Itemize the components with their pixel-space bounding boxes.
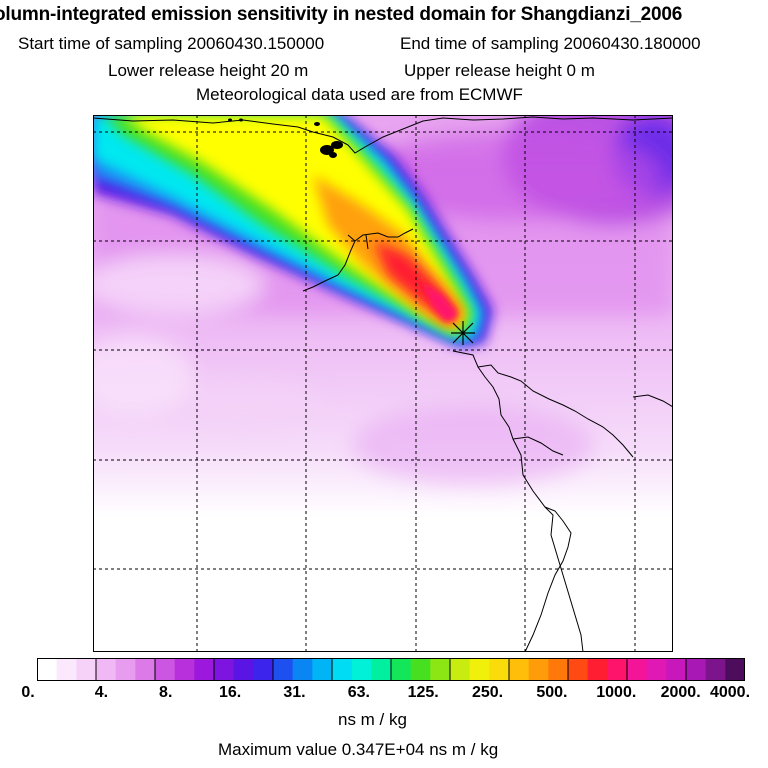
colorbar-cell [312, 658, 333, 681]
maximum-value-label: Maximum value 0.347E+04 ns m / kg [218, 740, 499, 759]
colorbar-cell [76, 658, 97, 681]
map-frame [93, 115, 673, 652]
colorbar-cell [646, 658, 667, 681]
colorbar-cell [115, 658, 136, 681]
receptor-marker [451, 321, 475, 345]
colorbar-cell [194, 658, 215, 681]
colorbar-cell [233, 658, 254, 681]
colorbar-cell [666, 658, 687, 681]
colorbar-cell [686, 658, 707, 681]
colorbar-tick-label: 250. [471, 684, 504, 701]
colorbar-tick-label: 125. [407, 684, 439, 701]
colorbar-tick-label: 16. [218, 684, 242, 701]
colorbar-tick-label: 8. [159, 684, 173, 701]
end-time-label: End time of sampling 20060430.180000 [400, 34, 701, 53]
colorbar [37, 658, 745, 681]
colorbar-cell [292, 658, 313, 681]
colorbar-cell [273, 658, 294, 681]
colorbar-tick-label: 2000. [660, 684, 701, 701]
colorbar-cell [410, 658, 431, 681]
colorbar-cell [391, 658, 412, 681]
colorbar-cell [587, 658, 608, 681]
colorbar-units: ns m / kg [338, 710, 407, 729]
colorbar-cell [96, 658, 117, 681]
colorbar-cell [56, 658, 77, 681]
plot-title: olumn-integrated emission sensitivity in… [0, 4, 683, 25]
colorbar-cell [253, 658, 274, 681]
colorbar-cell [469, 658, 490, 681]
lower-release-height-label: Lower release height 20 m [108, 61, 309, 80]
colorbar-tick-label: 4000. [709, 684, 751, 701]
colorbar-cell [155, 658, 176, 681]
colorbar-cell [568, 658, 589, 681]
colorbar-cell [489, 658, 510, 681]
colorbar-cell [607, 658, 628, 681]
colorbar-cell [351, 658, 372, 681]
coastlines [93, 116, 673, 652]
colorbar-tick-label: 0. [21, 684, 35, 701]
colorbar-cell [627, 658, 648, 681]
colorbar-cell [509, 658, 530, 681]
colorbar-tick-label: 31. [283, 684, 306, 701]
plume-core [423, 283, 457, 321]
colorbar-cell [450, 658, 471, 681]
upper-release-height-label: Upper release height 0 m [404, 61, 595, 80]
colorbar-tick-label: 4. [94, 684, 109, 701]
sensitivity-map [93, 115, 673, 652]
colorbar-cell [548, 658, 569, 681]
plume-layers [93, 115, 493, 347]
colorbar-tick-label: 1000. [596, 684, 637, 701]
colorbar-cell [332, 658, 353, 681]
colorbar-cell [135, 658, 156, 681]
colorbar-cell [174, 658, 195, 681]
start-time-label: Start time of sampling 20060430.150000 [18, 34, 325, 53]
colorbar-cell [37, 658, 58, 681]
colorbar-tick-label: 63. [347, 684, 370, 701]
colorbar-cell [705, 658, 726, 681]
met-data-label: Meteorological data used are from ECMWF [196, 85, 523, 104]
colorbar-cell [528, 658, 549, 681]
grid-lines [93, 115, 673, 652]
colorbar-cell [371, 658, 392, 681]
colorbar-cell [214, 658, 235, 681]
colorbar-cell [430, 658, 451, 681]
colorbar-tick-label: 500. [536, 684, 568, 701]
colorbar-cell [725, 658, 745, 681]
islands [228, 118, 343, 158]
